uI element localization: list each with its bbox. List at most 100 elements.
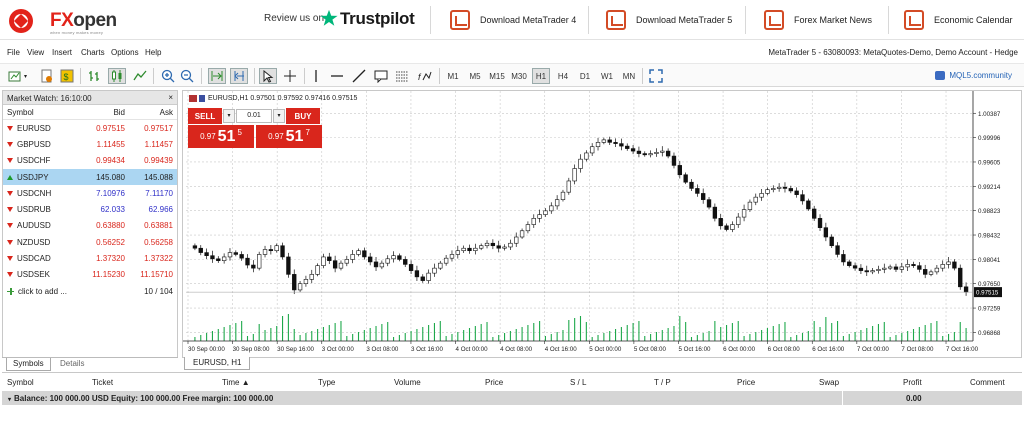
column-header-ask[interactable]: Ask [159,107,173,117]
add-symbol-row[interactable]: click to add ... 10 / 104 [3,283,177,299]
column-header-tp[interactable]: T / P [654,378,671,387]
time-tick-label: 3 Oct 08:00 [366,346,399,353]
line-chart-icon[interactable] [133,69,147,83]
timeframe-m30[interactable]: M30 [511,71,527,81]
text-label-icon[interactable] [374,69,388,83]
column-header-type[interactable]: Type [318,378,336,387]
timeframe-m5[interactable]: M5 [469,71,481,81]
market-watch-row[interactable]: USDJPY 145.080 145.088 [3,168,177,186]
column-header-sl[interactable]: S / L [570,378,587,387]
timeframe-h4[interactable]: H4 [557,71,569,81]
timeframe-h1[interactable]: H1 [532,68,550,84]
balance-row[interactable]: ▾ Balance: 100 000.00 USD Equity: 100 000… [2,391,1022,405]
crosshair-icon[interactable] [283,69,297,83]
time-tick-label: 7 Oct 16:00 [946,346,979,353]
lot-decrease-button[interactable]: ▾ [223,109,235,123]
forex-news-link[interactable]: Forex Market News [764,8,872,32]
timeframe-m1[interactable]: M1 [447,71,459,81]
market-watch-row[interactable]: NZDUSD 0.56252 0.56258 [3,234,177,250]
indicators-icon[interactable]: f [418,69,432,83]
new-chart-dropdown-icon[interactable]: ▾ [24,74,28,80]
candle-body [233,252,238,255]
column-header-symbol[interactable]: Symbol [7,378,34,387]
price-tick-label: 0.96868 [978,330,1001,337]
market-watch-row[interactable]: USDCNH 7.10976 7.11170 [3,185,177,201]
trustpilot-link[interactable]: Trustpilot [340,9,415,28]
column-header-ticket[interactable]: Ticket [92,378,114,387]
menu-charts[interactable]: Charts [81,48,105,57]
forex-news-label: Forex Market News [794,15,873,25]
menu-insert[interactable]: Insert [52,48,73,57]
vertical-line-icon[interactable] [309,69,323,83]
tab-symbols[interactable]: Symbols [6,358,51,371]
candle-body [286,256,291,275]
column-header-time[interactable]: Time ▲ [222,378,250,387]
auto-scroll-button[interactable] [208,68,226,84]
market-watch-icon[interactable]: $ [60,69,74,83]
download-mt5-link[interactable]: Download MetaTrader 5 [606,8,732,32]
fullscreen-icon[interactable] [649,69,663,83]
toolbar-divider [254,68,255,84]
column-header-bid[interactable]: Bid [113,107,125,117]
lot-increase-button[interactable]: ▾ [273,109,285,123]
zoom-out-icon[interactable] [180,69,194,83]
market-watch-row[interactable]: USDCAD 1.37320 1.37322 [3,250,177,266]
market-watch-row[interactable]: USDRUB 62.033 62.966 [3,201,177,217]
market-watch-row[interactable]: USDCHF 0.99434 0.99439 [3,153,177,169]
banner-divider [430,6,431,34]
timeframe-m15[interactable]: M15 [489,71,505,81]
download-mt4-link[interactable]: Download MetaTrader 4 [450,8,576,32]
bar-chart-icon[interactable] [88,69,102,83]
candle-body [654,152,659,154]
new-chart-icon[interactable] [8,69,22,83]
svg-text:f: f [418,72,422,82]
market-watch-title: Market Watch: 16:10:00 [7,94,92,103]
market-watch-row[interactable]: GBPUSD 1.11455 1.11457 [3,136,177,152]
timeframe-d1[interactable]: D1 [579,71,591,81]
mql5-community-link[interactable]: MQL5.community [935,71,1012,80]
candle-body [794,190,799,195]
price-chart[interactable]: 1.00387 0.99996 0.99605 0.99214 0.98823 0.984… [183,91,1021,357]
cursor-tool-button[interactable] [259,68,277,84]
column-header-volume[interactable]: Volume [394,378,421,387]
chart-tab-eurusd-h1[interactable]: EURUSD, H1 [184,357,251,370]
menu-view[interactable]: View [27,48,45,57]
close-icon[interactable]: × [168,93,173,102]
trendline-icon[interactable] [352,69,366,83]
candlestick-chart-button[interactable] [108,68,126,84]
candle-body [899,266,904,270]
candle-body [595,142,601,148]
fxopen-logo[interactable]: FXopen when money makes money [8,8,117,35]
menu-file[interactable]: File [7,48,20,57]
market-watch-row[interactable]: USDSEK 11.15230 11.15710 [3,267,177,283]
market-watch-row[interactable]: AUDUSD 0.63880 0.63881 [3,218,177,234]
lot-size-input[interactable]: 0.01 [236,109,272,123]
column-header-price[interactable]: Price [485,378,504,387]
horizontal-line-icon[interactable] [330,69,344,83]
buy-price-button[interactable]: 0.97 51 7 [256,125,322,148]
zoom-in-icon[interactable] [161,69,175,83]
ask-price: 0.63881 [144,221,173,231]
column-header-profit[interactable]: Profit [903,378,922,387]
current-price-label: 0.97515 [976,290,999,297]
chart-window[interactable]: 1.00387 0.99996 0.99605 0.99214 0.98823 0.984… [182,90,1022,358]
chart-shift-button[interactable] [230,68,248,84]
fibonacci-icon[interactable] [395,69,409,83]
market-watch-row[interactable]: EURUSD 0.97515 0.97517 [3,120,177,136]
buy-button[interactable]: BUY [286,108,320,124]
market-watch-header: Symbol Bid Ask [3,105,177,120]
profiles-icon[interactable] [40,69,54,83]
column-header-current-price[interactable]: Price [737,378,756,387]
tab-details[interactable]: Details [60,359,85,368]
timeframe-mn[interactable]: MN [622,71,636,81]
menu-options[interactable]: Options [111,48,139,57]
column-header-symbol[interactable]: Symbol [7,107,34,117]
timeframe-w1[interactable]: W1 [601,71,613,81]
column-header-comment[interactable]: Comment [970,378,1005,387]
menu-help[interactable]: Help [145,48,162,57]
sell-button[interactable]: SELL [188,108,222,124]
economic-calendar-link[interactable]: Economic Calendar [904,8,1013,32]
column-header-swap[interactable]: Swap [819,378,840,387]
sell-price-button[interactable]: 0.97 51 5 [188,125,254,148]
symbol-cell: USDSEK [3,270,81,279]
